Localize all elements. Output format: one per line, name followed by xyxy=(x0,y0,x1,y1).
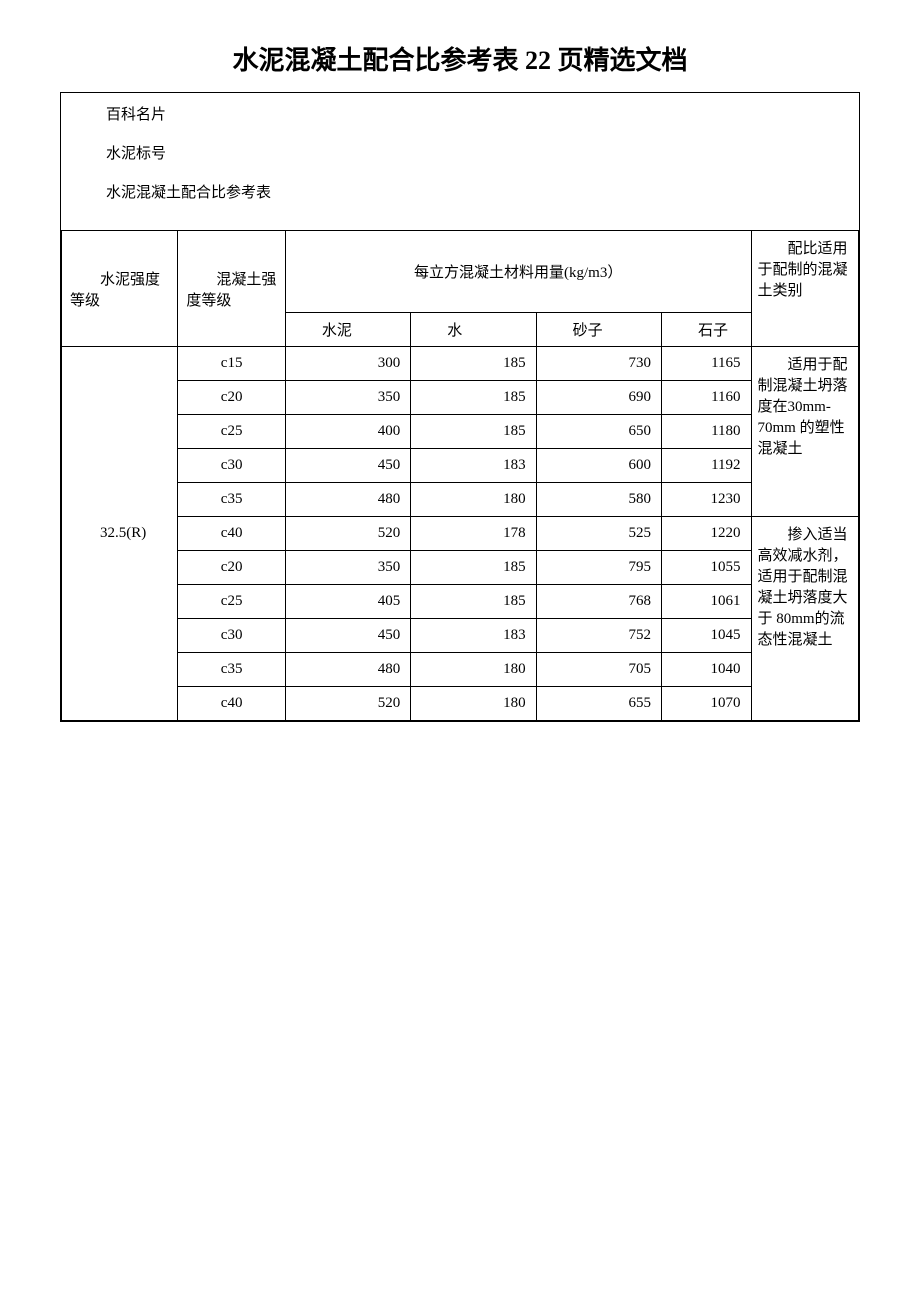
table-row: c30 450 183 600 1192 xyxy=(62,449,859,483)
header-cement-grade: 水泥强度等级 xyxy=(62,231,178,347)
cell-water: 185 xyxy=(411,347,536,381)
cell-water: 185 xyxy=(411,415,536,449)
cell-cement: 300 xyxy=(285,347,410,381)
cell-cement: 350 xyxy=(285,551,410,585)
cell-grade: c15 xyxy=(178,347,285,381)
table-row: c35 480 180 580 1230 xyxy=(62,483,859,517)
sub-header-stone: 石子 xyxy=(661,313,751,347)
cell-sand: 525 xyxy=(536,517,661,551)
cell-stone: 1220 xyxy=(661,517,751,551)
cell-cement: 520 xyxy=(285,687,410,721)
cell-grade: c40 xyxy=(178,517,285,551)
header-material-usage: 每立方混凝土材料用量(kg/m3） xyxy=(285,231,751,313)
cell-grade: c35 xyxy=(178,653,285,687)
cell-grade: c20 xyxy=(178,551,285,585)
cell-cement: 450 xyxy=(285,449,410,483)
intro-section: 百科名片 水泥标号 水泥混凝土配合比参考表 xyxy=(61,93,859,230)
cell-grade: c30 xyxy=(178,449,285,483)
cell-grade: c25 xyxy=(178,585,285,619)
cell-water: 185 xyxy=(411,381,536,415)
cell-cement: 405 xyxy=(285,585,410,619)
cell-stone: 1165 xyxy=(661,347,751,381)
header-note: 配比适用于配制的混凝土类别 xyxy=(751,231,858,347)
cell-stone: 1180 xyxy=(661,415,751,449)
cell-cement: 480 xyxy=(285,483,410,517)
cell-stone: 1192 xyxy=(661,449,751,483)
table-row: c20 350 185 795 1055 xyxy=(62,551,859,585)
table-row: c40 520 180 655 1070 xyxy=(62,687,859,721)
cell-cement: 520 xyxy=(285,517,410,551)
header-concrete-grade: 混凝土强度等级 xyxy=(178,231,285,347)
cell-stone: 1160 xyxy=(661,381,751,415)
table-row: c35 480 180 705 1040 xyxy=(62,653,859,687)
sub-header-cement: 水泥 xyxy=(285,313,410,347)
note-cell-2: 掺入适当高效减水剂，适用于配制混凝土坍落度大于 80mm的流态性混凝土 xyxy=(751,517,858,721)
content-box: 百科名片 水泥标号 水泥混凝土配合比参考表 水泥强度等级 混凝土强度等级 每立方… xyxy=(60,92,860,722)
table-row: c25 400 185 650 1180 xyxy=(62,415,859,449)
table-row: 32.5(R) c15 300 185 730 1165 适用于配制混凝土坍落度… xyxy=(62,347,859,381)
page-title: 水泥混凝土配合比参考表 22 页精选文档 xyxy=(60,40,860,77)
intro-line-3: 水泥混凝土配合比参考表 xyxy=(76,181,844,202)
cell-sand: 690 xyxy=(536,381,661,415)
table-row: c40 520 178 525 1220 掺入适当高效减水剂，适用于配制混凝土坍… xyxy=(62,517,859,551)
cell-sand: 580 xyxy=(536,483,661,517)
cell-water: 180 xyxy=(411,483,536,517)
cell-grade: c25 xyxy=(178,415,285,449)
cell-cement: 450 xyxy=(285,619,410,653)
sub-header-sand: 砂子 xyxy=(536,313,661,347)
cell-stone: 1045 xyxy=(661,619,751,653)
cell-sand: 600 xyxy=(536,449,661,483)
cell-stone: 1055 xyxy=(661,551,751,585)
cell-sand: 752 xyxy=(536,619,661,653)
cell-water: 180 xyxy=(411,687,536,721)
intro-line-2: 水泥标号 xyxy=(76,142,844,163)
table-header-row-1: 水泥强度等级 混凝土强度等级 每立方混凝土材料用量(kg/m3） 配比适用于配制… xyxy=(62,231,859,313)
cell-stone: 1230 xyxy=(661,483,751,517)
cell-water: 183 xyxy=(411,449,536,483)
cell-grade: c40 xyxy=(178,687,285,721)
cell-water: 185 xyxy=(411,551,536,585)
cell-water: 185 xyxy=(411,585,536,619)
cell-grade: c30 xyxy=(178,619,285,653)
cell-stone: 1061 xyxy=(661,585,751,619)
cell-grade: c35 xyxy=(178,483,285,517)
cell-sand: 655 xyxy=(536,687,661,721)
cell-cement: 480 xyxy=(285,653,410,687)
cell-water: 180 xyxy=(411,653,536,687)
mix-ratio-table: 水泥强度等级 混凝土强度等级 每立方混凝土材料用量(kg/m3） 配比适用于配制… xyxy=(61,230,859,721)
cell-stone: 1040 xyxy=(661,653,751,687)
cell-sand: 730 xyxy=(536,347,661,381)
cell-water: 183 xyxy=(411,619,536,653)
cell-grade: c20 xyxy=(178,381,285,415)
table-row: c25 405 185 768 1061 xyxy=(62,585,859,619)
cell-sand: 795 xyxy=(536,551,661,585)
table-row: c20 350 185 690 1160 xyxy=(62,381,859,415)
cell-water: 178 xyxy=(411,517,536,551)
cell-cement: 350 xyxy=(285,381,410,415)
cement-grade-cell: 32.5(R) xyxy=(62,347,178,721)
sub-header-water: 水 xyxy=(411,313,536,347)
cell-sand: 705 xyxy=(536,653,661,687)
cell-stone: 1070 xyxy=(661,687,751,721)
cell-sand: 768 xyxy=(536,585,661,619)
cell-cement: 400 xyxy=(285,415,410,449)
note-cell-1: 适用于配制混凝土坍落度在30mm-70mm 的塑性混凝土 xyxy=(751,347,858,517)
cell-sand: 650 xyxy=(536,415,661,449)
intro-line-1: 百科名片 xyxy=(76,103,844,124)
table-row: c30 450 183 752 1045 xyxy=(62,619,859,653)
